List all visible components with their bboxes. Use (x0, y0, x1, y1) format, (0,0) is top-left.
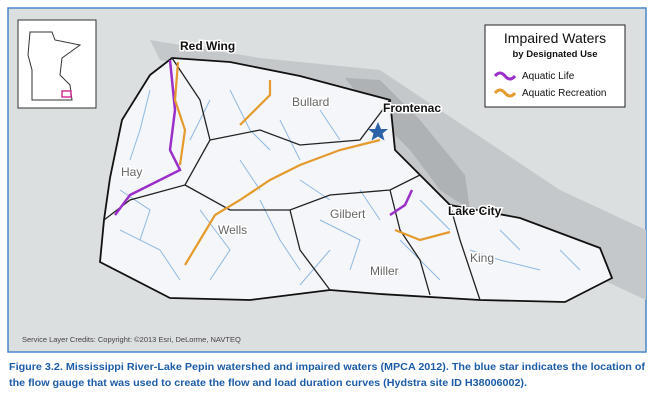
legend-swatch (493, 71, 517, 81)
legend-subtitle: by Designated Use (513, 49, 598, 60)
city-label: Red Wing (180, 39, 235, 53)
flow-gauge-star (368, 122, 388, 141)
legend (484, 24, 626, 108)
caption-line: the flow gauge that was used to create t… (9, 377, 527, 389)
aquatic-life-stream (114, 59, 182, 216)
legend-swatch (493, 88, 517, 98)
caption-line: Figure 3.2. Mississippi River-Lake Pepin… (9, 361, 646, 373)
watershed-label: Wells (218, 223, 247, 237)
minnesota-outline (27, 31, 82, 101)
streams (119, 89, 581, 286)
legend-title: Impaired Waters (504, 30, 606, 46)
credits: Service Layer Credits: Copyright: ©2013 … (22, 335, 241, 344)
aquatic-life-stream (389, 189, 414, 217)
city-label: Frontenac (383, 101, 441, 115)
city-label: Lake City (448, 204, 502, 218)
subwatershed-boundaries (103, 57, 481, 301)
watershed-label: Hay (121, 165, 142, 179)
inset-locator (61, 90, 72, 98)
watershed-label: Bullard (292, 95, 329, 109)
aquatic-recreation-stream (173, 61, 451, 266)
watershed-label: King (470, 251, 494, 265)
watershed (99, 57, 614, 303)
watershed-label: Gilbert (330, 207, 366, 221)
legend-label: Aquatic Recreation (522, 88, 607, 99)
watershed-label: Miller (370, 264, 399, 278)
legend-label: Aquatic Life (522, 71, 575, 82)
